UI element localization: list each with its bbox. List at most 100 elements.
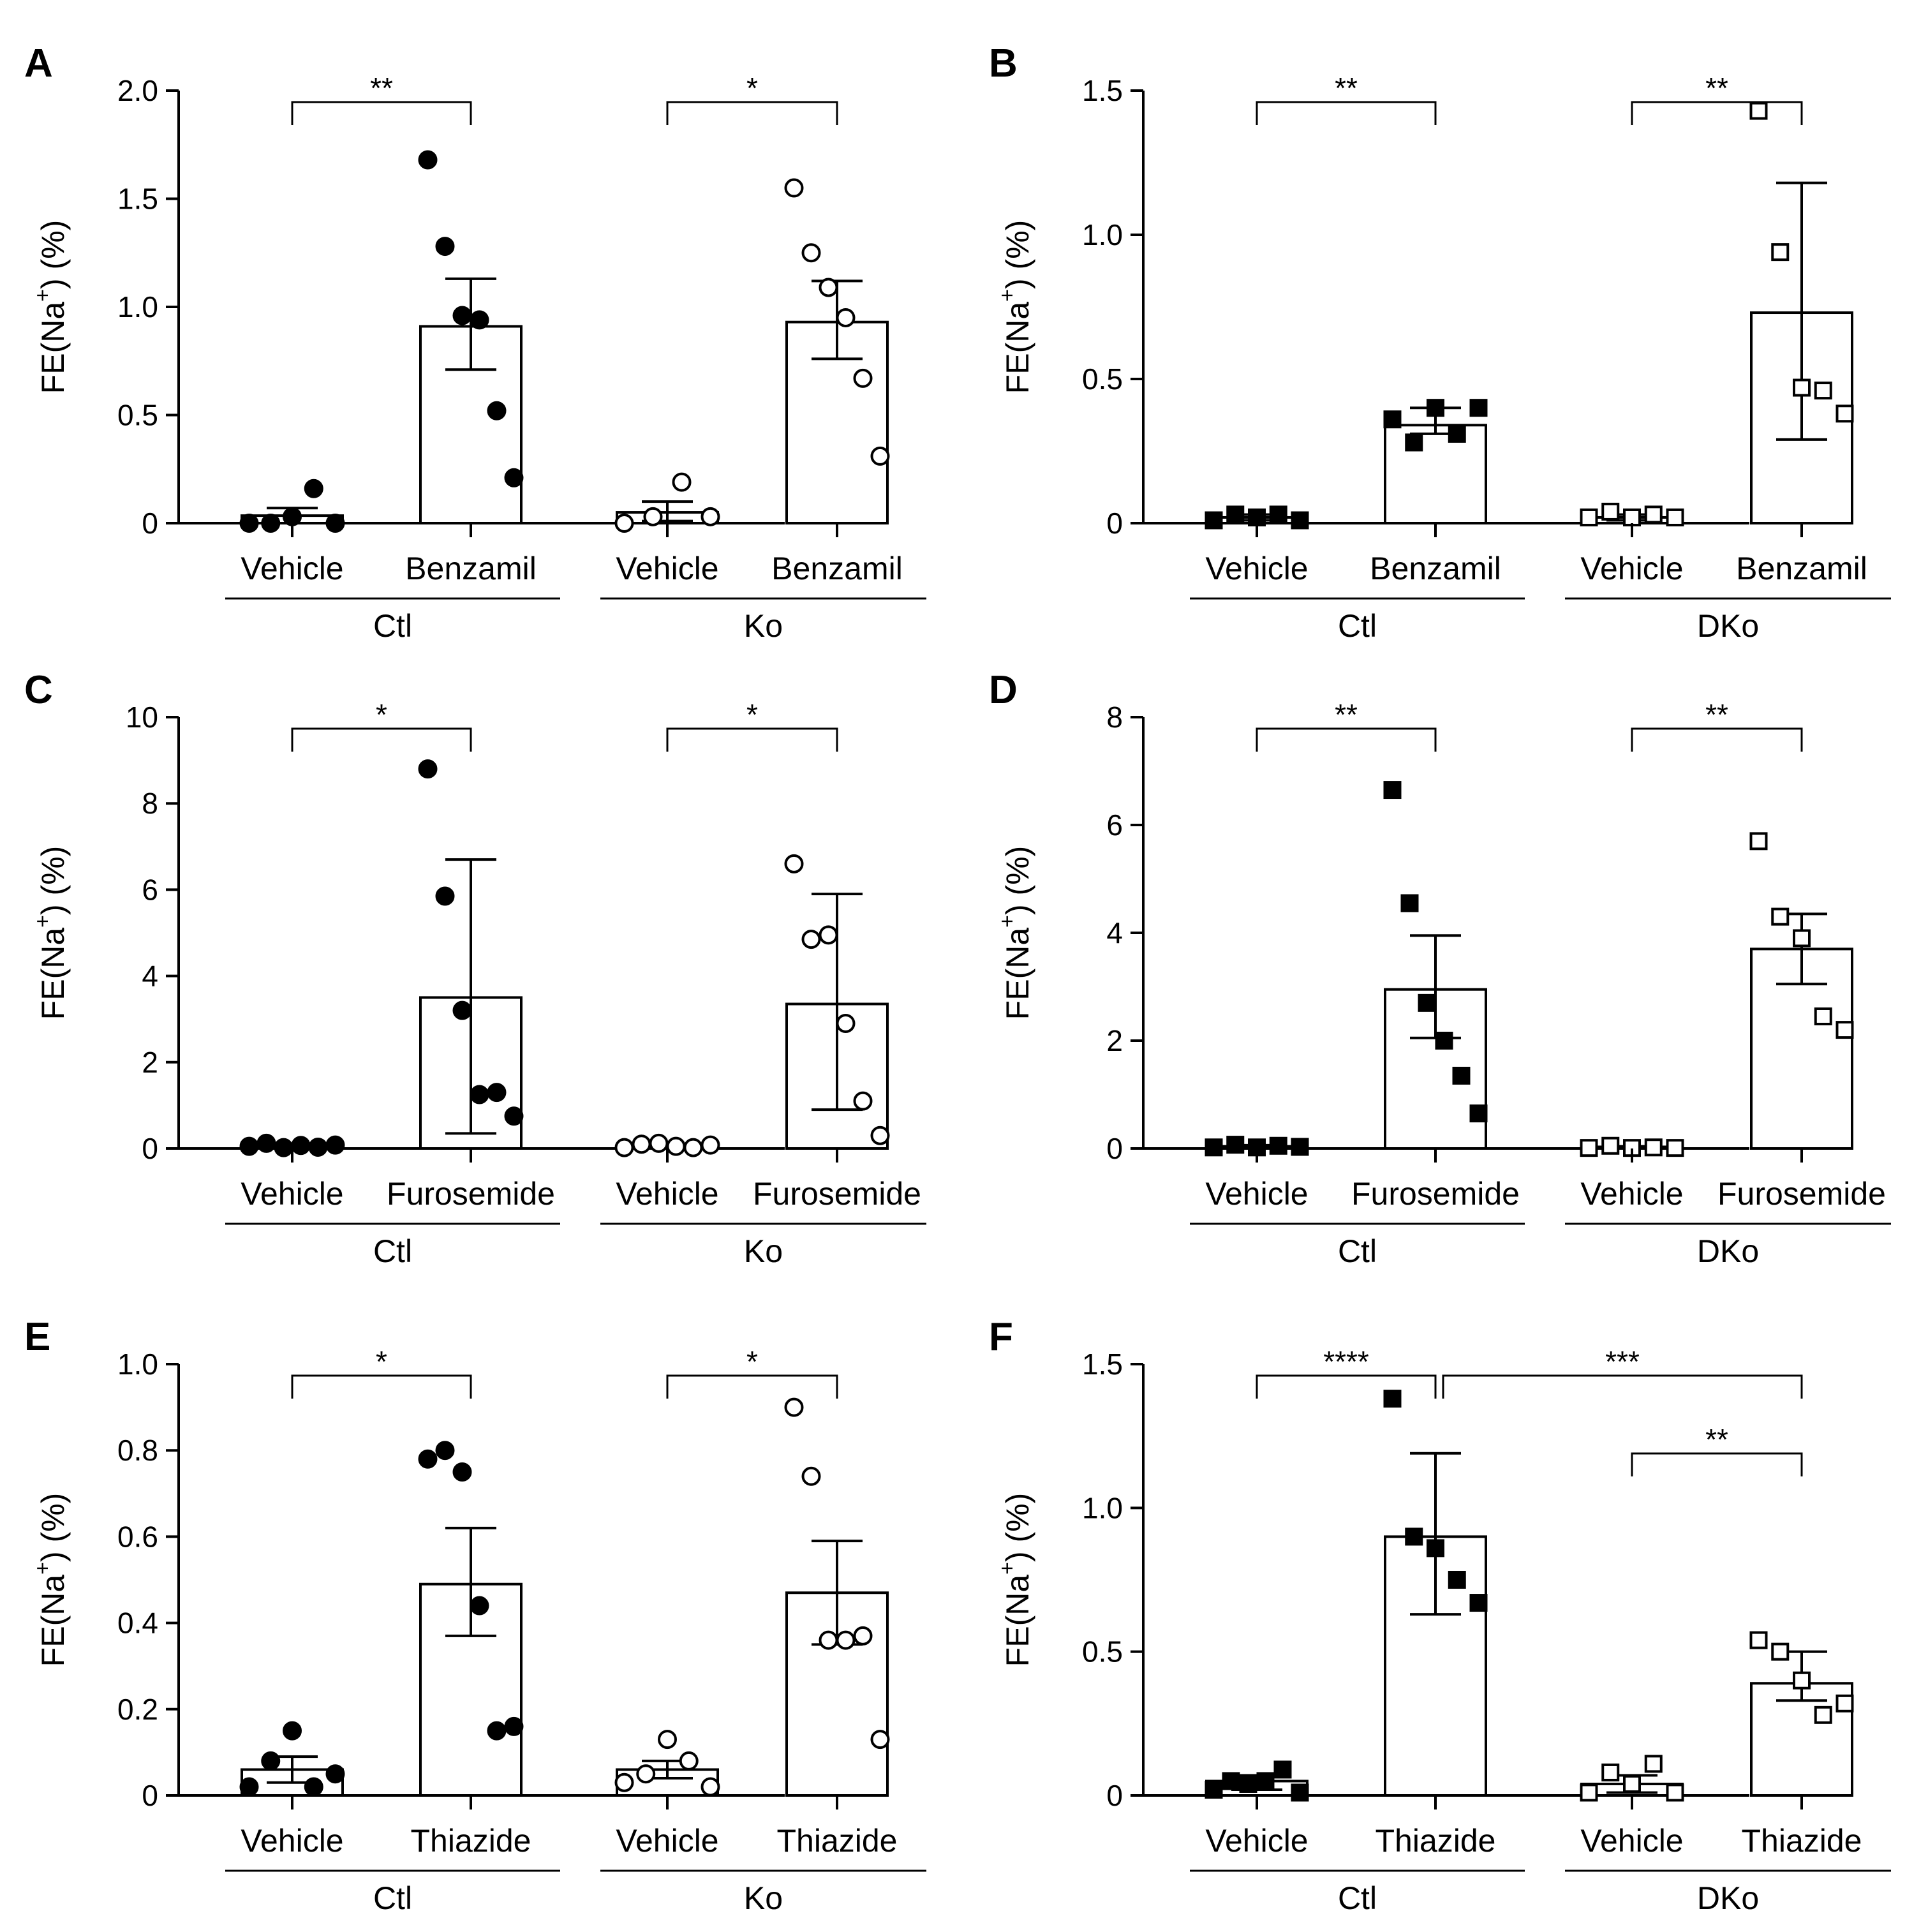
significance-bracket bbox=[1631, 101, 1803, 125]
y-tick-label: 0.8 bbox=[117, 1434, 158, 1467]
data-point bbox=[853, 1626, 873, 1646]
group-label: DKo bbox=[1697, 1233, 1759, 1269]
data-point bbox=[784, 854, 804, 873]
data-point bbox=[1793, 1671, 1811, 1690]
data-point bbox=[1601, 1136, 1620, 1155]
group-label: DKo bbox=[1697, 1880, 1759, 1916]
data-point bbox=[1405, 433, 1423, 452]
data-point bbox=[1239, 1774, 1257, 1793]
panel-c: C 0 2 4 6 8 10 FE(Na+) (%) Vehicle Furosemide Vehi… bbox=[24, 668, 926, 1269]
data-point bbox=[1405, 1527, 1423, 1546]
data-point bbox=[504, 1106, 524, 1126]
category-label: Furosemide bbox=[387, 1176, 555, 1212]
y-axis-label-main: FE(Na bbox=[1000, 928, 1035, 1020]
data-point bbox=[1269, 505, 1287, 524]
y-tick-label: 0 bbox=[142, 507, 158, 540]
data-point bbox=[1666, 508, 1684, 526]
category-label: Vehicle bbox=[241, 1176, 343, 1212]
category-label: Vehicle bbox=[616, 1823, 718, 1859]
data-point bbox=[1400, 894, 1419, 912]
data-point bbox=[1469, 399, 1488, 417]
y-tick-label: 4 bbox=[1106, 916, 1123, 949]
data-point bbox=[649, 1133, 669, 1153]
data-point bbox=[452, 1462, 472, 1482]
category-label: Thiazide bbox=[1376, 1823, 1496, 1859]
data-point bbox=[1623, 1774, 1641, 1793]
data-point bbox=[325, 1764, 345, 1784]
data-point bbox=[1835, 1021, 1854, 1039]
panel-label-b: B bbox=[989, 41, 1018, 85]
data-point bbox=[1226, 1136, 1245, 1154]
y-tick-label: 0 bbox=[1106, 1779, 1123, 1812]
y-tick-label: 0 bbox=[142, 1779, 158, 1812]
data-point bbox=[614, 1772, 634, 1792]
data-point bbox=[870, 1730, 890, 1750]
data-point bbox=[679, 1751, 699, 1771]
data-point bbox=[658, 1730, 677, 1750]
data-point bbox=[666, 1136, 686, 1156]
y-axis-label-sup: + bbox=[31, 1562, 55, 1575]
significance-label: ** bbox=[370, 71, 393, 105]
significance-label: * bbox=[746, 698, 758, 731]
data-point bbox=[487, 401, 507, 420]
data-point bbox=[1749, 832, 1768, 851]
y-axis-label-tail: ) (%) bbox=[1000, 220, 1035, 289]
data-point bbox=[435, 886, 455, 906]
data-point bbox=[418, 150, 438, 170]
data-point bbox=[1835, 1694, 1854, 1713]
y-tick-label: 0.6 bbox=[117, 1520, 158, 1553]
data-point bbox=[632, 1134, 651, 1154]
data-point bbox=[701, 1777, 720, 1797]
significance-label: ** bbox=[1705, 71, 1728, 105]
data-point bbox=[452, 306, 472, 325]
category-label: Vehicle bbox=[1205, 1823, 1308, 1859]
significance-bracket bbox=[1256, 101, 1437, 125]
data-point bbox=[418, 1449, 438, 1469]
data-point bbox=[1383, 410, 1402, 429]
y-axis-label-sup: + bbox=[31, 915, 55, 928]
data-point bbox=[836, 1013, 856, 1033]
y-axis-label-main: FE(Na bbox=[1000, 302, 1035, 394]
group-label: DKo bbox=[1697, 608, 1759, 644]
data-point bbox=[1835, 405, 1854, 423]
data-point bbox=[304, 1777, 323, 1797]
bar bbox=[1384, 424, 1487, 524]
data-point bbox=[1469, 1104, 1488, 1123]
y-axis-label-tail: ) (%) bbox=[1000, 1493, 1035, 1562]
data-point bbox=[1291, 1138, 1309, 1156]
data-point bbox=[1814, 1705, 1832, 1724]
group-label: Ctl bbox=[373, 1233, 412, 1269]
data-point bbox=[435, 237, 455, 256]
data-point bbox=[1793, 378, 1811, 397]
data-point bbox=[1291, 1783, 1309, 1802]
data-point bbox=[1601, 1763, 1620, 1781]
data-point bbox=[1248, 508, 1266, 526]
panel-a: A 0 0.5 1.0 1.5 2.0 FE(Na+) (%) Vehicle Benzamil… bbox=[24, 41, 926, 644]
y-tick-label: 8 bbox=[142, 787, 158, 820]
data-point bbox=[283, 1721, 302, 1741]
data-point bbox=[274, 1138, 293, 1157]
data-point bbox=[1644, 505, 1663, 524]
significance-bracket bbox=[291, 101, 472, 125]
y-axis-label-sup: + bbox=[995, 1562, 1020, 1575]
significance-bracket bbox=[291, 727, 472, 752]
panel-e: E 0 0.2 0.4 0.6 0.8 1.0 FE(Na+) (%) Vehicle Thiaz… bbox=[24, 1315, 926, 1916]
data-point bbox=[801, 243, 821, 263]
significance-bracket bbox=[666, 727, 838, 752]
y-tick-label: 0.5 bbox=[1082, 362, 1123, 396]
y-tick-label: 4 bbox=[142, 960, 158, 993]
data-point bbox=[452, 1000, 472, 1020]
data-point bbox=[1580, 508, 1598, 526]
data-point bbox=[836, 308, 856, 327]
significance-label: ** bbox=[1335, 698, 1358, 731]
y-axis-label-tail: ) (%) bbox=[35, 220, 71, 289]
y-axis-label-sup: + bbox=[995, 289, 1020, 302]
significance-bracket bbox=[666, 101, 838, 125]
data-point bbox=[784, 1397, 804, 1417]
significance-label: * bbox=[376, 1345, 387, 1378]
y-tick-label: 1.0 bbox=[1082, 1491, 1123, 1524]
data-point bbox=[1448, 424, 1466, 443]
significance-label: * bbox=[746, 1345, 758, 1378]
group-label: Ko bbox=[744, 1233, 783, 1269]
y-axis-label-main: FE(Na bbox=[35, 302, 71, 394]
